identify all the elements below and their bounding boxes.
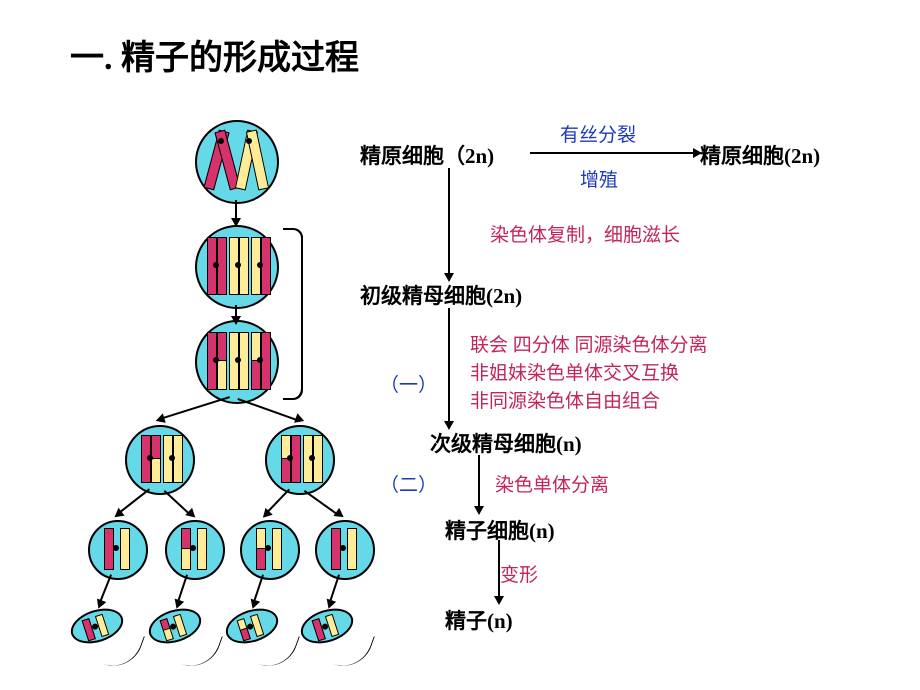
brace	[283, 228, 303, 398]
label-0: 精原细胞（2n)	[360, 140, 494, 170]
cell-c8	[240, 520, 300, 580]
arrow-line	[159, 396, 230, 420]
centromere-dot	[213, 357, 219, 363]
label-9: 非同源染色体自由组合	[470, 386, 660, 413]
arrow-line	[237, 398, 300, 422]
label-5: 初级精母细胞(2n)	[360, 280, 522, 310]
cell-c3	[195, 320, 279, 404]
centromere-dot	[235, 262, 241, 268]
arrow-line	[235, 200, 237, 220]
cell-c4	[125, 425, 195, 495]
label-12: 染色单体分离	[495, 470, 609, 497]
centromere-dot	[169, 455, 175, 461]
arrow-line	[448, 308, 450, 423]
centromere-dot	[257, 262, 263, 268]
centromere-dot	[147, 455, 153, 461]
chromosome	[251, 360, 261, 390]
page-title: 一. 精子的形成过程	[70, 30, 359, 79]
label-4: 染色体复制，细胞滋长	[490, 220, 680, 247]
label-1: 有丝分裂	[560, 120, 636, 147]
cell-c5	[265, 425, 335, 495]
label-15: 精子(n)	[445, 605, 513, 635]
chromosome	[181, 548, 191, 570]
centromere-dot	[235, 357, 241, 363]
label-2: 增殖	[580, 165, 618, 192]
chromosome	[347, 528, 357, 570]
centromere-dot	[113, 545, 119, 551]
arrow-line	[478, 455, 480, 508]
chromosome	[217, 360, 227, 390]
arrow-head	[444, 421, 454, 430]
cell-c1	[195, 120, 279, 204]
cell-c9	[315, 520, 375, 580]
brace-hook	[283, 388, 303, 400]
arrow-head	[294, 413, 306, 425]
arrow-head	[231, 316, 241, 325]
arrow-head	[154, 413, 166, 425]
chromosome	[256, 548, 266, 570]
centromere-dot	[257, 357, 263, 363]
cell-c7	[165, 520, 225, 580]
label-3: 精原细胞(2n)	[700, 140, 820, 170]
centromere-dot	[190, 545, 196, 551]
label-8: 非姐妹染色单体交叉互换	[470, 358, 679, 385]
centromere-dot	[218, 138, 224, 144]
chromosome	[197, 528, 207, 570]
arrow-head	[494, 596, 504, 605]
chromosome	[272, 528, 282, 570]
cell-c2	[195, 225, 279, 309]
arrow-head	[693, 148, 702, 158]
arrow-line	[530, 152, 695, 154]
brace-hook	[283, 228, 303, 240]
centromere-dot	[309, 455, 315, 461]
arrow-line	[498, 540, 500, 598]
chromosome	[151, 458, 161, 483]
cell-c6	[88, 520, 148, 580]
label-10: 次级精母细胞(n)	[430, 428, 582, 458]
chromosome	[120, 528, 130, 570]
centromere-dot	[246, 138, 252, 144]
label-6: （一）	[380, 370, 437, 397]
chromosome	[281, 458, 291, 483]
centromere-dot	[265, 545, 271, 551]
label-7: 联会 四分体 同源染色体分离	[470, 330, 708, 357]
arrow-head	[474, 506, 484, 515]
label-11: （二）	[380, 470, 437, 497]
centromere-dot	[213, 262, 219, 268]
centromere-dot	[287, 455, 293, 461]
arrow-head	[444, 273, 454, 282]
centromere-dot	[340, 545, 346, 551]
arrow-line	[448, 168, 450, 275]
arrow-head	[231, 218, 241, 227]
label-14: 变形	[500, 560, 538, 587]
